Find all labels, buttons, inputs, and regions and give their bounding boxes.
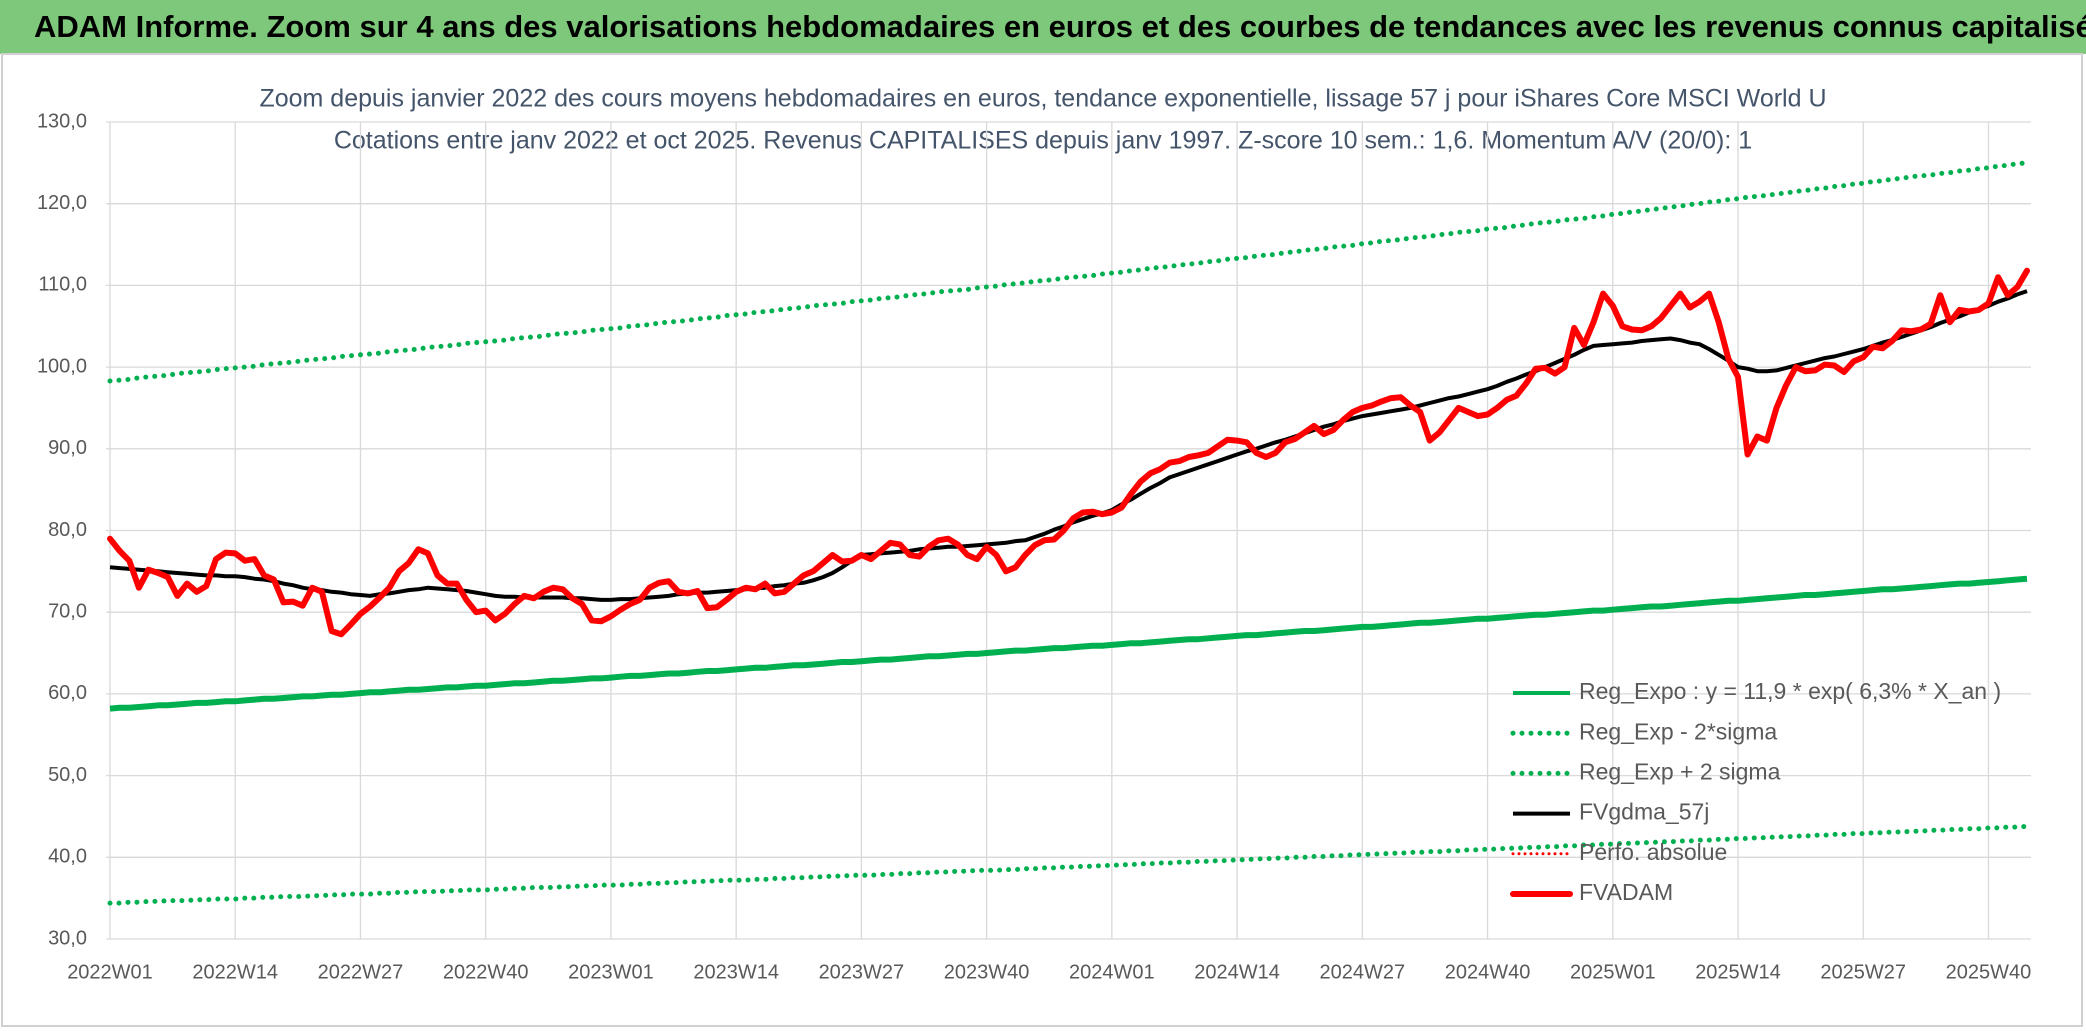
x-tick-label: 2024W27 [1319, 961, 1405, 983]
x-tick-label: 2025W01 [1570, 961, 1656, 983]
banner [0, 0, 2086, 54]
y-tick-label: 60,0 [48, 682, 87, 704]
y-tick-label: 40,0 [48, 846, 87, 868]
legend-label: Reg_Exp + 2 sigma [1579, 758, 1781, 784]
y-tick-label: 80,0 [48, 519, 87, 541]
legend-label: FVADAM [1579, 879, 1673, 905]
data-line [107, 267, 2030, 638]
x-tick-label: 2022W40 [443, 961, 529, 983]
x-tick-label: 2025W40 [1946, 961, 2032, 983]
legend-label: FVgdma_57j [1579, 799, 1709, 825]
x-tick-label: 2024W14 [1194, 961, 1280, 983]
data-line [107, 823, 2030, 906]
x-tick-label: 2022W01 [67, 961, 153, 983]
data-line [107, 160, 2030, 384]
x-tick-label: 2024W01 [1069, 961, 1155, 983]
x-tick-label: 2022W14 [192, 961, 278, 983]
x-tick-label: 2023W14 [693, 961, 779, 983]
page-title: ADAM Informe. Zoom sur 4 ans des valoris… [34, 9, 2086, 44]
x-tick-label: 2022W27 [318, 961, 404, 983]
y-tick-label: 130,0 [37, 110, 87, 132]
legend-label: Perfo. absolue [1579, 839, 1727, 865]
y-tick-label: 90,0 [48, 437, 87, 459]
y-tick-label: 100,0 [37, 355, 87, 377]
y-tick-label: 30,0 [48, 927, 87, 949]
x-tick-label: 2025W27 [1820, 961, 1906, 983]
data-line [109, 575, 2028, 712]
x-tick-label: 2023W01 [568, 961, 654, 983]
y-tick-label: 50,0 [48, 764, 87, 786]
x-tick-label: 2024W40 [1445, 961, 1531, 983]
legend-label: Reg_Expo : y = 11,9 * exp( 6,3% * X_an ) [1579, 678, 2001, 704]
chart-frame [1, 53, 2083, 1027]
chart-title: Zoom depuis janvier 2022 des cours moyen… [259, 85, 1826, 113]
x-tick-label: 2023W40 [944, 961, 1030, 983]
y-tick-label: 120,0 [37, 192, 87, 214]
x-tick-label: 2023W27 [819, 961, 905, 983]
x-tick-label: 2025W14 [1695, 961, 1781, 983]
y-tick-label: 70,0 [48, 600, 87, 622]
y-tick-label: 110,0 [38, 274, 87, 296]
chart-subtitle: Cotations entre janv 2022 et oct 2025. R… [334, 127, 1752, 155]
legend-label: Reg_Exp - 2*sigma [1579, 718, 1777, 744]
